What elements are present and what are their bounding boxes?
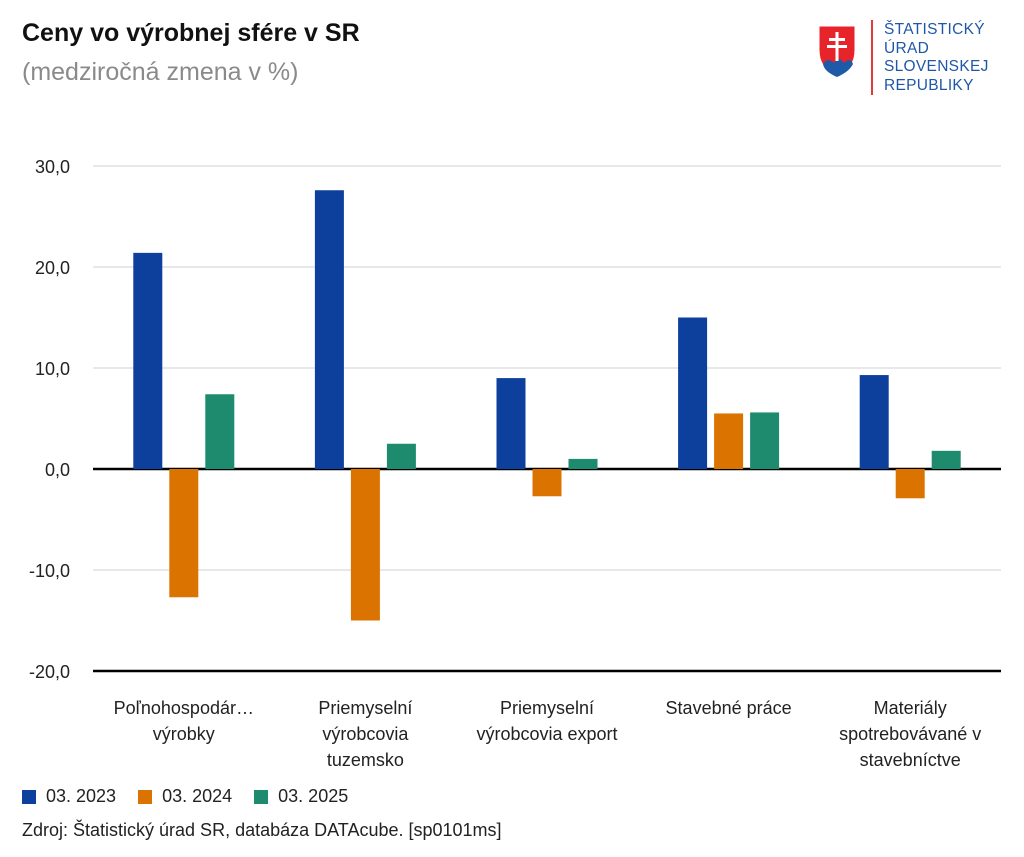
x-tick-label: Poľnohospodár… — [114, 698, 254, 718]
legend-item-series-2: 03. 2024 — [138, 786, 232, 807]
bar-3-2 — [386, 443, 416, 469]
sr-coat-of-arms-icon — [818, 25, 856, 77]
x-tick-label: Priemyselní — [500, 698, 594, 718]
y-tick-label: 10,0 — [35, 359, 70, 379]
chart-subtitle: (medziročná zmena v %) — [22, 58, 299, 86]
logo-line-2: ÚRAD — [884, 39, 930, 57]
bar-3-1 — [205, 394, 235, 469]
x-tick-label: výrobcovia export — [476, 724, 617, 744]
bar-1-5 — [859, 375, 889, 469]
x-tick-label: tuzemsko — [327, 750, 404, 770]
chart-title: Ceny vo výrobnej sfére v SR — [22, 19, 360, 47]
legend-item-series-3: 03. 2025 — [254, 786, 348, 807]
x-tick-label: spotrebovávané v — [839, 724, 981, 744]
logo-line-4: REPUBLIKY — [884, 76, 974, 94]
x-tick-label: Stavebné práce — [666, 698, 792, 718]
bar-2-2 — [350, 469, 380, 621]
y-tick-label: -20,0 — [29, 662, 70, 682]
source-note: Zdroj: Štatistický úrad SR, databáza DAT… — [22, 820, 502, 840]
x-tick-label: výrobky — [153, 724, 215, 744]
y-tick-label: 0,0 — [45, 460, 70, 480]
x-tick-label: Materiály — [874, 698, 947, 718]
bar-2-5 — [895, 469, 925, 499]
x-tick-label: Priemyselní — [318, 698, 412, 718]
logo-line-3: SLOVENSKEJ — [884, 58, 989, 75]
y-tick-label: 30,0 — [35, 157, 70, 177]
legend-swatch-series-3 — [254, 789, 269, 804]
bar-2-1 — [169, 469, 199, 598]
y-tick-label: 20,0 — [35, 258, 70, 278]
legend-label-series-2: 03. 2024 — [162, 786, 233, 806]
y-tick-label: -10,0 — [29, 561, 70, 581]
bar-3-5 — [931, 450, 961, 469]
logo-divider — [871, 20, 873, 95]
bar-1-3 — [496, 378, 526, 469]
legend-label-series-3: 03. 2025 — [278, 786, 349, 806]
legend-label-series-1: 03. 2023 — [46, 786, 117, 806]
bar-2-3 — [532, 469, 562, 497]
bar-1-4 — [678, 317, 708, 469]
logo-wordmark: ŠTATISTICKÝ ÚRAD SLOVENSKEJ REPUBLIKY — [884, 21, 989, 95]
legend-swatch-series-1 — [22, 789, 36, 804]
legend: 03. 2023 03. 2024 03. 2025 — [22, 786, 370, 807]
bar-3-4 — [750, 412, 780, 469]
x-tick-label: stavebníctve — [860, 750, 961, 770]
bar-1-2 — [314, 190, 344, 470]
legend-item-series-1: 03. 2023 — [22, 786, 116, 807]
bar-1-1 — [133, 252, 163, 469]
bar-2-4 — [714, 413, 744, 469]
bar-3-3 — [568, 458, 598, 469]
x-tick-label: výrobcovia — [322, 724, 409, 744]
legend-swatch-series-2 — [138, 789, 153, 804]
logo-line-1: ŠTATISTICKÝ — [884, 21, 985, 38]
